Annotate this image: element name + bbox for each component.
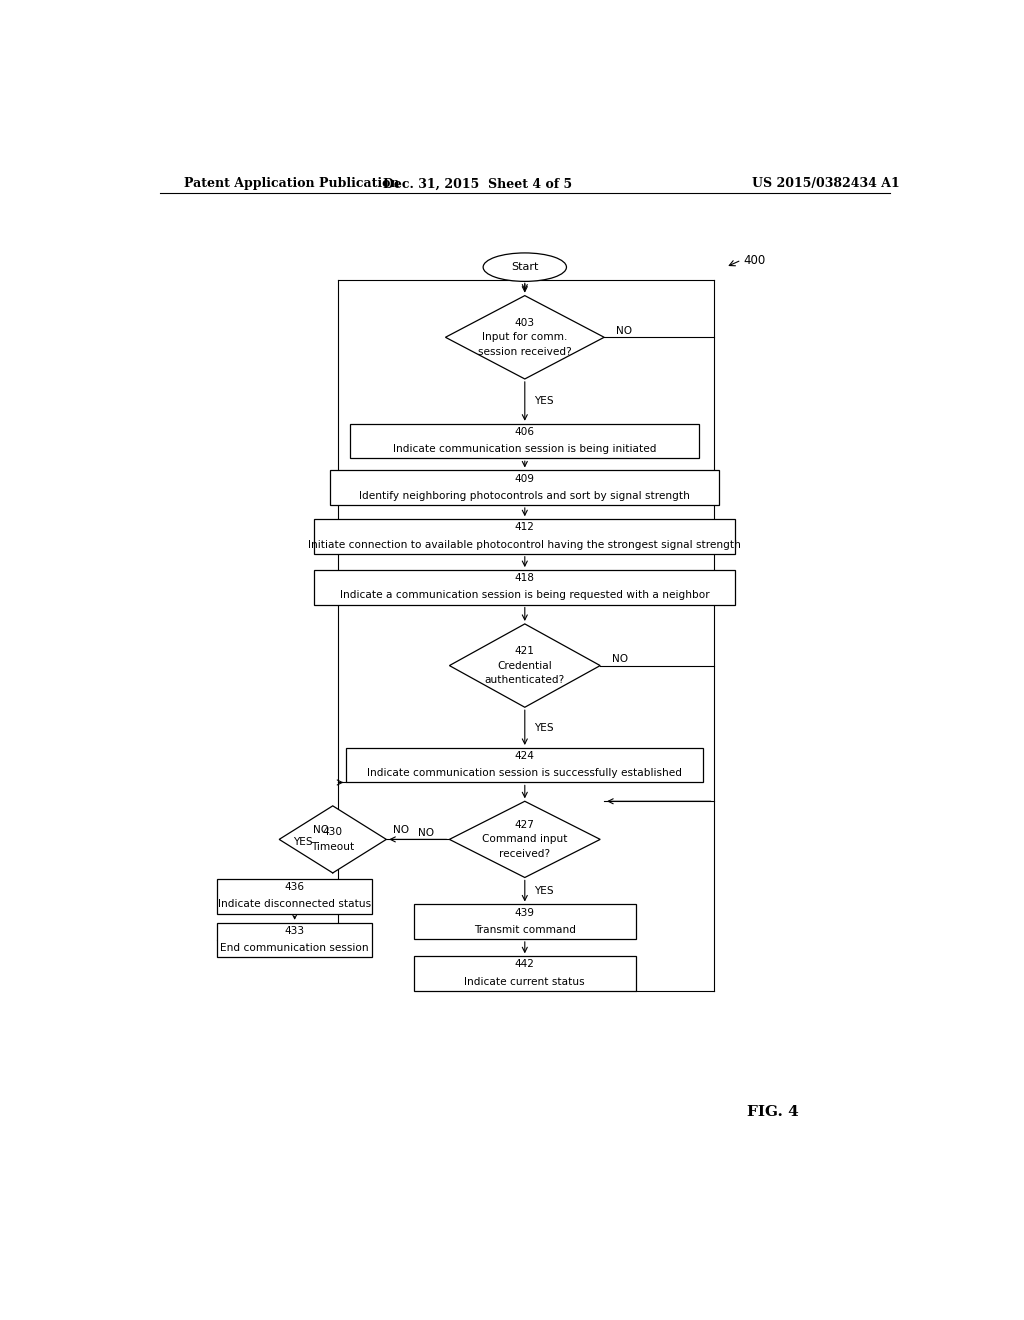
Text: Input for comm.: Input for comm. — [482, 333, 567, 342]
Text: 430: 430 — [323, 828, 343, 837]
Text: 436: 436 — [285, 882, 305, 892]
Text: YES: YES — [535, 722, 554, 733]
Text: US 2015/0382434 A1: US 2015/0382434 A1 — [753, 177, 900, 190]
FancyBboxPatch shape — [314, 519, 735, 554]
Text: NO: NO — [418, 828, 434, 838]
Polygon shape — [450, 801, 600, 878]
Text: 424: 424 — [515, 751, 535, 762]
Text: Transmit command: Transmit command — [474, 925, 575, 935]
Text: FIG. 4: FIG. 4 — [748, 1105, 799, 1119]
Ellipse shape — [483, 253, 566, 281]
Text: 403: 403 — [515, 318, 535, 329]
Text: received?: received? — [500, 849, 550, 858]
Text: Indicate communication session is successfully established: Indicate communication session is succes… — [368, 768, 682, 779]
Text: 442: 442 — [515, 960, 535, 969]
Text: 412: 412 — [515, 523, 535, 532]
FancyBboxPatch shape — [414, 904, 636, 939]
Text: Timeout: Timeout — [311, 842, 354, 851]
Text: 409: 409 — [515, 474, 535, 483]
Text: YES: YES — [293, 837, 313, 847]
Text: End communication session: End communication session — [220, 942, 369, 953]
FancyBboxPatch shape — [331, 470, 719, 506]
Text: Initiate connection to available photocontrol having the strongest signal streng: Initiate connection to available photoco… — [308, 540, 741, 549]
Text: 421: 421 — [515, 647, 535, 656]
Text: 433: 433 — [285, 925, 305, 936]
Polygon shape — [445, 296, 604, 379]
Text: Indicate a communication session is being requested with a neighbor: Indicate a communication session is bein… — [340, 590, 710, 601]
Text: Dec. 31, 2015  Sheet 4 of 5: Dec. 31, 2015 Sheet 4 of 5 — [383, 177, 571, 190]
Text: Identify neighboring photocontrols and sort by signal strength: Identify neighboring photocontrols and s… — [359, 491, 690, 500]
Text: 406: 406 — [515, 426, 535, 437]
Text: session received?: session received? — [478, 347, 571, 356]
Text: Indicate disconnected status: Indicate disconnected status — [218, 899, 372, 909]
Polygon shape — [450, 624, 600, 708]
Text: NO: NO — [616, 326, 632, 337]
FancyBboxPatch shape — [217, 923, 373, 957]
Text: 439: 439 — [515, 908, 535, 917]
Text: 400: 400 — [743, 253, 765, 267]
Text: Indicate current status: Indicate current status — [465, 977, 585, 986]
Text: Start: Start — [511, 263, 539, 272]
Text: NO: NO — [312, 825, 329, 836]
Text: 418: 418 — [515, 573, 535, 583]
Text: YES: YES — [535, 886, 554, 896]
Polygon shape — [280, 805, 386, 873]
Text: authenticated?: authenticated? — [484, 675, 565, 685]
Text: YES: YES — [535, 396, 554, 407]
Text: 427: 427 — [515, 820, 535, 830]
Text: Indicate communication session is being initiated: Indicate communication session is being … — [393, 444, 656, 454]
Text: Command input: Command input — [482, 834, 567, 845]
FancyBboxPatch shape — [346, 748, 703, 783]
FancyBboxPatch shape — [350, 424, 699, 458]
FancyBboxPatch shape — [217, 879, 373, 913]
Text: NO: NO — [392, 825, 409, 836]
FancyBboxPatch shape — [414, 956, 636, 991]
FancyBboxPatch shape — [314, 570, 735, 605]
Text: Credential: Credential — [498, 660, 552, 671]
Text: NO: NO — [612, 655, 628, 664]
Text: Patent Application Publication: Patent Application Publication — [183, 177, 399, 190]
